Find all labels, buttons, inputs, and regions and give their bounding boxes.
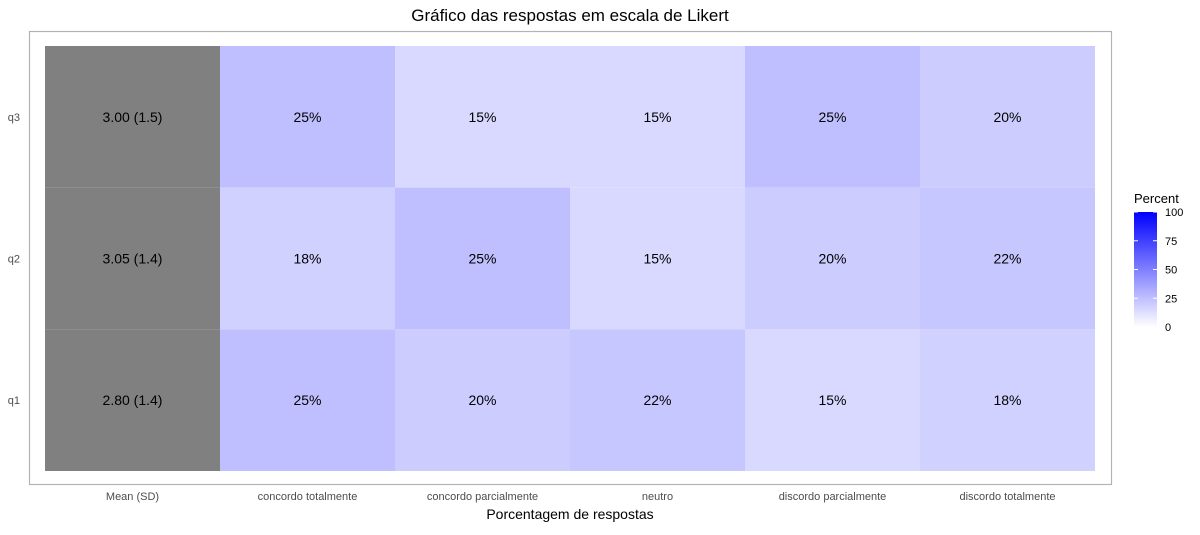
x-axis-title: Porcentagem de respostas [486,506,653,522]
y-tick-label-q2: q2 [8,254,20,266]
heat-cell-q2-5 [920,187,1095,330]
heatmap-cell-labels: 3.00 (1.5) 25% 15% 15% 25% 20% 3.05 (1.4) 18% 25… [103,109,1022,408]
cell-label-q1-5: 18% [993,392,1021,408]
cell-label-q2-4: 20% [818,251,846,267]
cell-label-q1-3: 22% [643,392,671,408]
heat-cell-q3-1 [220,46,395,188]
heatmap-cells [45,46,1095,471]
x-tick-label-6: discordo totalmente [960,491,1056,503]
legend-tick-label-50: 50 [1165,265,1177,277]
legend-tick-label-0: 0 [1165,322,1171,334]
heat-cell-q1-1 [220,329,395,471]
cell-label-q2-1: 18% [293,251,321,267]
heat-cell-q3-2 [395,46,570,188]
cell-label-q3-2: 15% [468,109,496,125]
legend-title: Percent [1134,191,1179,206]
mean-label-q1: 2.80 (1.4) [103,392,163,408]
x-tick-label-2: concordo totalmente [258,491,358,503]
legend-colorbar [1134,212,1157,327]
heat-cell-q1-4 [745,329,920,471]
heat-cell-q3-5 [920,46,1095,188]
heat-cell-q1-2 [395,329,570,471]
panel-border [28,30,1113,486]
x-tick-label-3: concordo parcialmente [427,491,538,503]
heat-cell-q3-3 [570,46,745,188]
cell-label-q3-1: 25% [293,109,321,125]
cell-label-q1-1: 25% [293,392,321,408]
cell-label-q3-4: 25% [818,109,846,125]
heat-cell-q3-4 [745,46,920,188]
legend-ticks: 0 25 50 75 100 [1134,207,1183,334]
heat-cell-q2-3 [570,187,745,330]
heat-cell-q2-1 [220,187,395,330]
cell-label-q1-4: 15% [818,392,846,408]
cell-label-q1-2: 20% [468,392,496,408]
heat-cell-q1-5 [920,329,1095,471]
heat-cell-q2-2 [395,187,570,330]
x-tick-label-4: neutro [642,491,673,503]
cell-label-q3-3: 15% [643,109,671,125]
y-axis-labels: q3 q2 q1 [8,112,20,407]
mean-label-q2: 3.05 (1.4) [103,251,163,267]
chart-title: Gráfico das respostas em escala de Liker… [411,6,729,25]
legend-tick-label-100: 100 [1165,207,1183,219]
mean-cell-q3 [45,46,220,188]
heat-cell-q1-3 [570,329,745,471]
heat-cell-q2-4 [745,187,920,330]
cell-label-q2-2: 25% [468,251,496,267]
cell-label-q2-5: 22% [993,251,1021,267]
mean-label-q3: 3.00 (1.5) [103,109,163,125]
cell-label-q3-5: 20% [993,109,1021,125]
legend-tick-label-25: 25 [1165,293,1177,305]
y-tick-label-q3: q3 [8,112,20,124]
mean-cell-q2 [45,187,220,330]
y-tick-label-q1: q1 [8,395,20,407]
color-legend: Percent 0 25 50 75 100 [1134,191,1183,334]
x-tick-label-1: Mean (SD) [106,491,159,503]
legend-tick-label-75: 75 [1165,236,1177,248]
x-axis-labels: Mean (SD) concordo totalmente concordo par… [106,491,1056,503]
mean-cell-q1 [45,329,220,471]
cell-label-q2-3: 15% [643,251,671,267]
x-tick-label-5: discordo parcialmente [779,491,887,503]
